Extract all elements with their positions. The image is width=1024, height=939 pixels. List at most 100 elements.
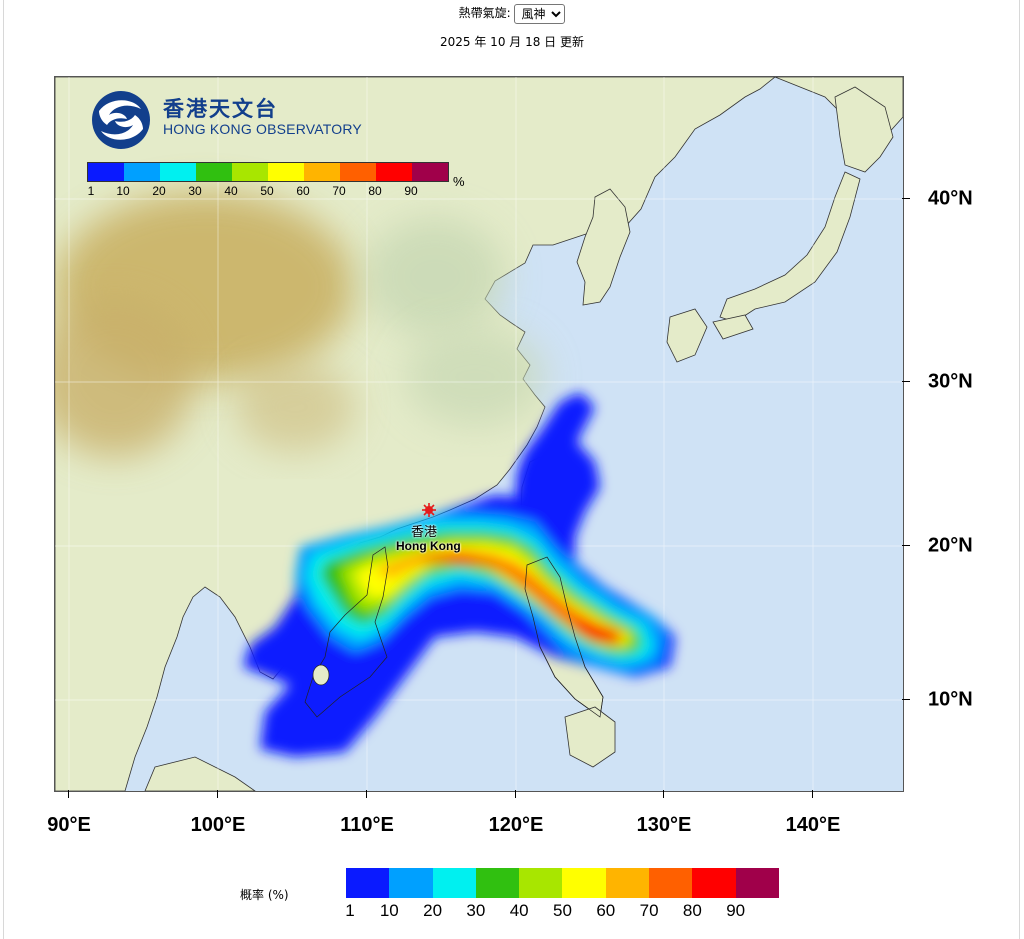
probability-legend-label: 10 — [379, 901, 399, 920]
north-china-plain — [365, 217, 505, 337]
probability-legend-swatch — [605, 868, 650, 898]
map-legend-swatch — [160, 163, 196, 181]
probability-legend-swatch — [519, 868, 563, 898]
probability-legend-label: 30 — [466, 901, 486, 920]
lat-label-20n: 20°N — [928, 534, 973, 557]
yunnan-plateau — [235, 362, 355, 452]
map-canvas — [55, 77, 903, 791]
probability-legend-labels: 1 10 20 30 40 50 60 70 80 90 — [345, 898, 779, 922]
lat-tick-30 — [902, 381, 910, 382]
probability-legend-label: 50 — [553, 901, 572, 920]
map-legend-labels: 1 10 20 30 40 50 60 70 80 90 — [87, 182, 449, 198]
probability-legend-label: 90 — [726, 901, 746, 920]
logo-name-en: HONG KONG OBSERVATORY — [163, 121, 362, 137]
update-date: 2025 年 10 月 18 日 更新 — [440, 35, 584, 49]
lon-label-120e: 120°E — [488, 814, 544, 836]
graticule — [55, 77, 903, 791]
lon-label-100e: 100°E — [190, 814, 246, 836]
lat-tick-40 — [902, 198, 910, 199]
map-legend-swatch — [196, 163, 232, 181]
probability-legend-swatch — [432, 868, 476, 898]
map-legend-swatch — [340, 163, 376, 181]
shikoku — [712, 314, 754, 340]
lon-tick-90 — [68, 790, 69, 798]
probability-legend-label: 40 — [509, 901, 529, 920]
map-legend-colorbar — [87, 162, 449, 182]
yangtze-lowland — [405, 327, 545, 427]
hko-logo-icon — [92, 91, 150, 149]
hong-kong-marker-icon — [422, 503, 436, 517]
probability-legend-swatch — [649, 868, 693, 898]
borneo-north — [144, 756, 256, 791]
swath-band-80 — [424, 554, 620, 645]
map-legend-label: 90 — [404, 184, 418, 198]
probability-legend-swatch — [346, 868, 390, 898]
luzon-coast-overlay — [524, 556, 604, 718]
probability-map: 香港天文台 HONG KONG OBSERVATORY 1 10 20 30 40 50 6… — [54, 76, 904, 792]
lat-label-10n: 10°N — [928, 688, 973, 711]
map-legend-label: 60 — [296, 184, 310, 198]
map-legend-unit: % — [453, 174, 465, 189]
lon-tick-100 — [217, 790, 218, 798]
storm-select-label: 熱帶氣旋: — [458, 6, 511, 20]
map-legend-swatch — [376, 163, 412, 181]
lat-label-40n: 40°N — [928, 187, 973, 210]
tonle-sap-lake — [312, 664, 330, 686]
probability-legend: 1 10 20 30 40 50 60 70 80 90 — [345, 868, 779, 922]
probability-legend-swatch — [562, 868, 606, 898]
hokkaido — [834, 86, 894, 173]
storm-select-row: 熱帶氣旋: 風神 — [0, 3, 1024, 24]
map-legend-swatch — [232, 163, 268, 181]
korean-peninsula — [576, 188, 631, 306]
lat-label-30n: 30°N — [928, 370, 973, 393]
left-frame-line — [3, 0, 4, 939]
map-color-legend: 1 10 20 30 40 50 60 70 80 90 % — [87, 162, 465, 198]
swath-band-60 — [375, 549, 625, 643]
map-legend-swatch — [412, 163, 448, 181]
map-legend-label: 1 — [87, 184, 95, 198]
logo-name-zh: 香港天文台 — [163, 97, 278, 121]
map-legend-label: 40 — [224, 184, 238, 198]
lon-tick-130 — [663, 790, 664, 798]
probability-colorbar — [346, 868, 779, 898]
probability-legend-swatch — [389, 868, 433, 898]
probability-legend-label: 70 — [639, 901, 659, 920]
map-legend-swatch — [268, 163, 304, 181]
probability-legend-label: 1 — [345, 901, 355, 920]
lat-tick-10 — [902, 699, 910, 700]
map-legend-swatch — [124, 163, 160, 181]
hko-logo: 香港天文台 HONG KONG OBSERVATORY — [85, 89, 385, 151]
storm-select[interactable]: 風神 — [514, 3, 566, 24]
lon-label-140e: 140°E — [785, 814, 841, 836]
probability-legend-title: 概率 (%) — [240, 888, 289, 902]
probability-legend-swatch — [475, 868, 520, 898]
probability-legend-swatch — [735, 868, 779, 898]
map-legend-label: 50 — [260, 184, 274, 198]
right-frame-line — [1019, 0, 1020, 939]
map-legend-label: 10 — [116, 184, 130, 198]
probability-legend-label: 80 — [682, 901, 702, 920]
mindanao — [564, 706, 616, 768]
map-legend-label: 30 — [188, 184, 202, 198]
map-legend-swatch — [88, 163, 124, 181]
lon-label-110e: 110°E — [340, 814, 394, 836]
indochina-coast — [304, 546, 389, 718]
probability-legend-swatch — [692, 868, 736, 898]
map-legend-label: 70 — [332, 184, 346, 198]
kyushu — [666, 308, 708, 363]
lon-tick-110 — [366, 790, 367, 798]
lon-label-130e: 130°E — [636, 814, 692, 836]
probability-legend-label: 20 — [423, 901, 443, 920]
map-legend-swatch — [304, 163, 340, 181]
lat-tick-20 — [902, 545, 910, 546]
lon-tick-140 — [812, 790, 813, 798]
hong-kong-label-zh: 香港 — [411, 525, 438, 540]
hong-kong-label-en: Hong Kong — [396, 539, 461, 553]
probability-swath — [243, 392, 675, 757]
lon-tick-120 — [515, 790, 516, 798]
lon-label-90e: 90°E — [47, 814, 91, 836]
probability-legend-label: 60 — [596, 901, 616, 920]
map-legend-label: 80 — [368, 184, 382, 198]
swath-band-70 — [400, 553, 621, 642]
map-legend-label: 20 — [152, 184, 166, 198]
